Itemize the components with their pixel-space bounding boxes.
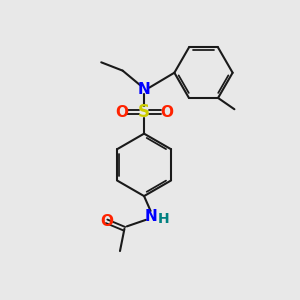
Text: N: N bbox=[144, 209, 157, 224]
Text: S: S bbox=[138, 103, 150, 121]
Text: O: O bbox=[100, 214, 113, 229]
Text: N: N bbox=[138, 82, 150, 97]
Text: H: H bbox=[157, 212, 169, 226]
Text: O: O bbox=[160, 105, 173, 120]
Text: O: O bbox=[115, 105, 128, 120]
